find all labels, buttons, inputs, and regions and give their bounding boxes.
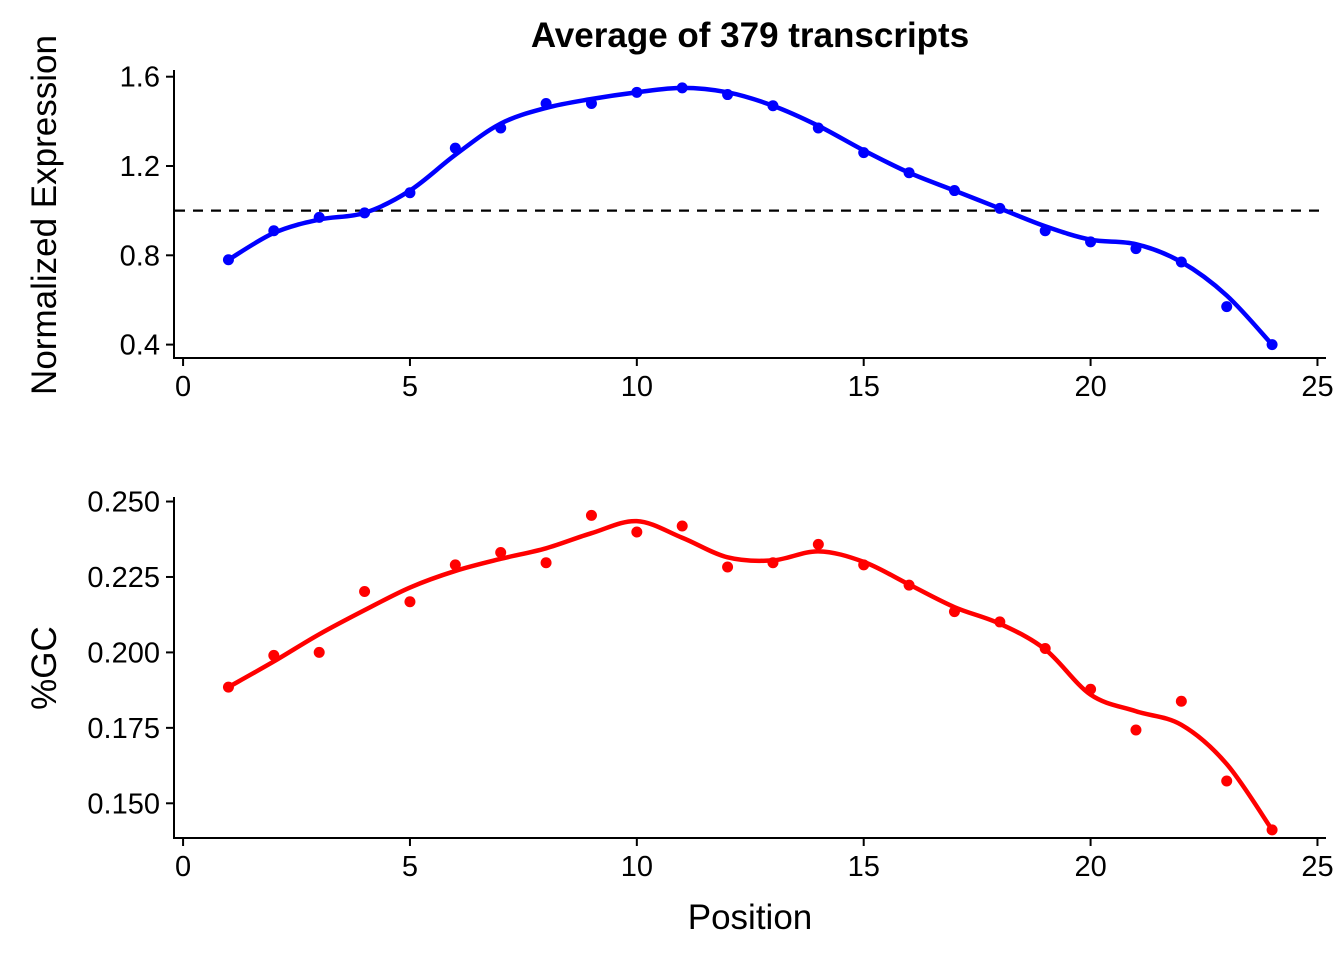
x-tick-label: 25 — [1301, 371, 1333, 403]
data-point — [585, 97, 597, 109]
data-point — [676, 82, 688, 94]
gc-panel: %GC Position 0 5 10 15 20 25 0.1500.1750.2000… — [25, 487, 1334, 937]
data-point — [1039, 642, 1051, 654]
y-tick-label: 1.2 — [120, 151, 160, 183]
data-point — [404, 187, 416, 199]
data-point — [767, 557, 779, 569]
data-point — [903, 579, 915, 591]
x-tick-label: 10 — [621, 851, 653, 883]
y-ticks: 0.150 0.175 0.200 0.225 0.250 — [87, 487, 174, 820]
data-point — [903, 167, 915, 179]
y-tick-label: 0.200 — [87, 637, 160, 669]
data-point — [1221, 775, 1233, 787]
data-point — [722, 89, 734, 101]
data-point — [359, 585, 371, 597]
y-tick-label: 0.8 — [120, 240, 160, 272]
data-point — [540, 557, 552, 569]
data-point — [858, 559, 870, 571]
data-point — [495, 547, 507, 559]
data-point — [313, 646, 325, 658]
data-point — [449, 142, 461, 154]
data-point — [1175, 256, 1187, 268]
x-tick-label: 20 — [1074, 851, 1106, 883]
smoothed-series-line — [226, 85, 1275, 347]
y-tick-label: 0.225 — [87, 562, 160, 594]
data-point — [1221, 301, 1233, 313]
x-tick-label: 15 — [848, 851, 880, 883]
x-axis-title: Position — [688, 898, 813, 937]
y-tick-label: 0.4 — [120, 330, 160, 362]
data-point — [631, 526, 643, 538]
data-point — [268, 225, 280, 237]
data-point — [585, 509, 597, 521]
x-tick-label: 5 — [402, 371, 418, 403]
y-axis-title: Normalized Expression — [25, 35, 64, 395]
data-point — [449, 559, 461, 571]
data-point — [767, 100, 779, 112]
x-tick-label: 10 — [621, 371, 653, 403]
data-point — [948, 606, 960, 618]
data-point — [1130, 724, 1142, 736]
data-point — [540, 97, 552, 109]
data-point — [858, 147, 870, 159]
y-tick-label: 0.150 — [87, 788, 160, 820]
data-point — [1085, 236, 1097, 248]
data-point — [1039, 225, 1051, 237]
data-point — [222, 681, 234, 693]
data-point — [359, 207, 371, 219]
y-tick-label: 1.6 — [120, 62, 160, 94]
data-point — [812, 122, 824, 134]
data-point — [1266, 339, 1278, 351]
x-tick-label: 5 — [402, 851, 418, 883]
x-tick-label: 0 — [175, 371, 191, 403]
data-point — [948, 185, 960, 197]
x-ticks: 0 5 10 15 20 25 — [175, 838, 1334, 883]
expression-panel: Average of 379 transcripts Normalized Ex… — [25, 16, 1334, 403]
x-tick-label: 0 — [175, 851, 191, 883]
data-points — [222, 82, 1278, 351]
chart-title: Average of 379 transcripts — [531, 16, 969, 55]
y-tick-label: 0.175 — [87, 713, 160, 745]
data-point — [222, 254, 234, 266]
x-ticks: 0 5 10 15 20 25 — [175, 358, 1334, 403]
data-point — [1266, 824, 1278, 836]
data-point — [722, 561, 734, 573]
data-point — [495, 122, 507, 134]
y-tick-label: 0.250 — [87, 487, 160, 519]
x-tick-label: 15 — [848, 371, 880, 403]
data-point — [631, 86, 643, 98]
data-point — [676, 520, 688, 532]
x-tick-label: 25 — [1301, 851, 1333, 883]
smoothed-series-line — [226, 518, 1275, 833]
data-point — [268, 649, 280, 661]
data-point — [313, 211, 325, 223]
data-point — [1130, 243, 1142, 255]
y-axis-title: %GC — [25, 626, 64, 710]
data-points — [222, 509, 1278, 836]
data-point — [1175, 695, 1187, 707]
data-point — [404, 596, 416, 608]
data-point — [1085, 683, 1097, 695]
data-point — [994, 616, 1006, 628]
data-point — [812, 538, 824, 550]
data-point — [994, 202, 1006, 214]
y-ticks: 0.4 0.8 1.2 1.6 — [120, 62, 174, 362]
x-tick-label: 20 — [1074, 371, 1106, 403]
